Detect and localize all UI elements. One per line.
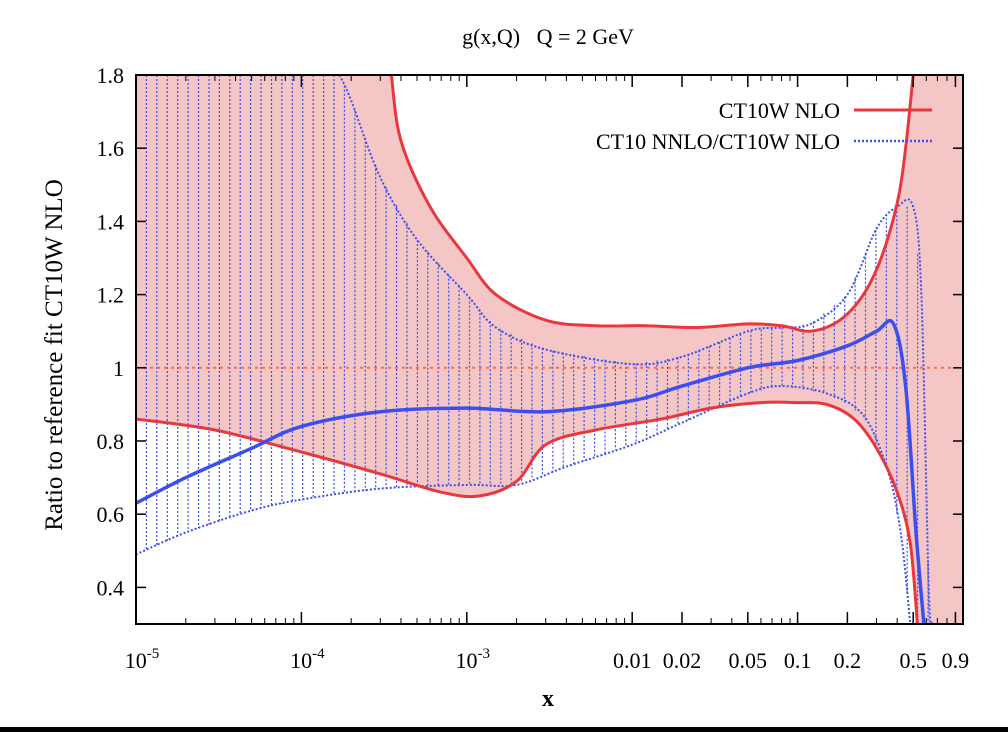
nnlo-band-layer	[136, 75, 934, 624]
x-tick-label: 0.2	[834, 648, 862, 673]
axes-frame-layer	[135, 74, 964, 625]
x-tick-label: 0.1	[784, 648, 812, 673]
ticks-layer: 0.4 0.6 0.8 1 1.2 1.4 1.6 1.8 10-5 10-4 10-3 0.01 0.…	[97, 63, 970, 673]
y-tick-label: 1.6	[97, 136, 125, 161]
x-axis-label: x	[542, 686, 554, 712]
x-tick-exponent: -3	[478, 646, 491, 662]
nnlo-central-curve	[136, 318, 926, 624]
y-tick-label: 0.6	[97, 502, 125, 527]
error-band-fill-layer	[136, 75, 963, 624]
ct10w-upper-edge	[389, 75, 915, 333]
axes-frame	[135, 74, 964, 625]
ct10w-lower-edge	[136, 400, 919, 624]
x-tick-label: 10-5	[125, 646, 160, 673]
curves-layer	[136, 75, 926, 624]
y-axis-label: Ratio to reference fit CT10W NLO	[41, 179, 68, 531]
x-tick-exponent: -5	[147, 646, 160, 662]
x-tick-label: 0.02	[663, 648, 702, 673]
x-tick-label: 0.9	[942, 648, 970, 673]
legend-label: CT10 NNLO/CT10W NLO	[596, 129, 840, 154]
x-tick-label: 0.05	[729, 648, 768, 673]
y-tick-label: 0.8	[97, 429, 125, 454]
x-tick-label: 0.01	[613, 648, 652, 673]
nnlo-band-upper-edge	[338, 75, 934, 624]
y-tick-label: 1.2	[97, 283, 125, 308]
legend: CT10W NLO CT10 NNLO/CT10W NLO	[596, 98, 932, 154]
ct10w-error-band-fill	[136, 75, 963, 624]
x-tick-exponent: -4	[312, 646, 325, 662]
x-tick-label: 10-4	[290, 646, 325, 673]
legend-label: CT10W NLO	[719, 98, 840, 123]
x-tick-label: 0.5	[899, 648, 927, 673]
chart-title: g(x,Q) Q = 2 GeV	[462, 24, 634, 49]
nnlo-band-lower-edge	[136, 385, 912, 624]
y-tick-label: 1.4	[97, 209, 125, 234]
y-tick-label: 0.4	[97, 575, 125, 600]
x-tick-label: 10-3	[456, 646, 491, 673]
y-tick-label: 1	[113, 356, 124, 381]
y-tick-label: 1.8	[97, 63, 125, 88]
